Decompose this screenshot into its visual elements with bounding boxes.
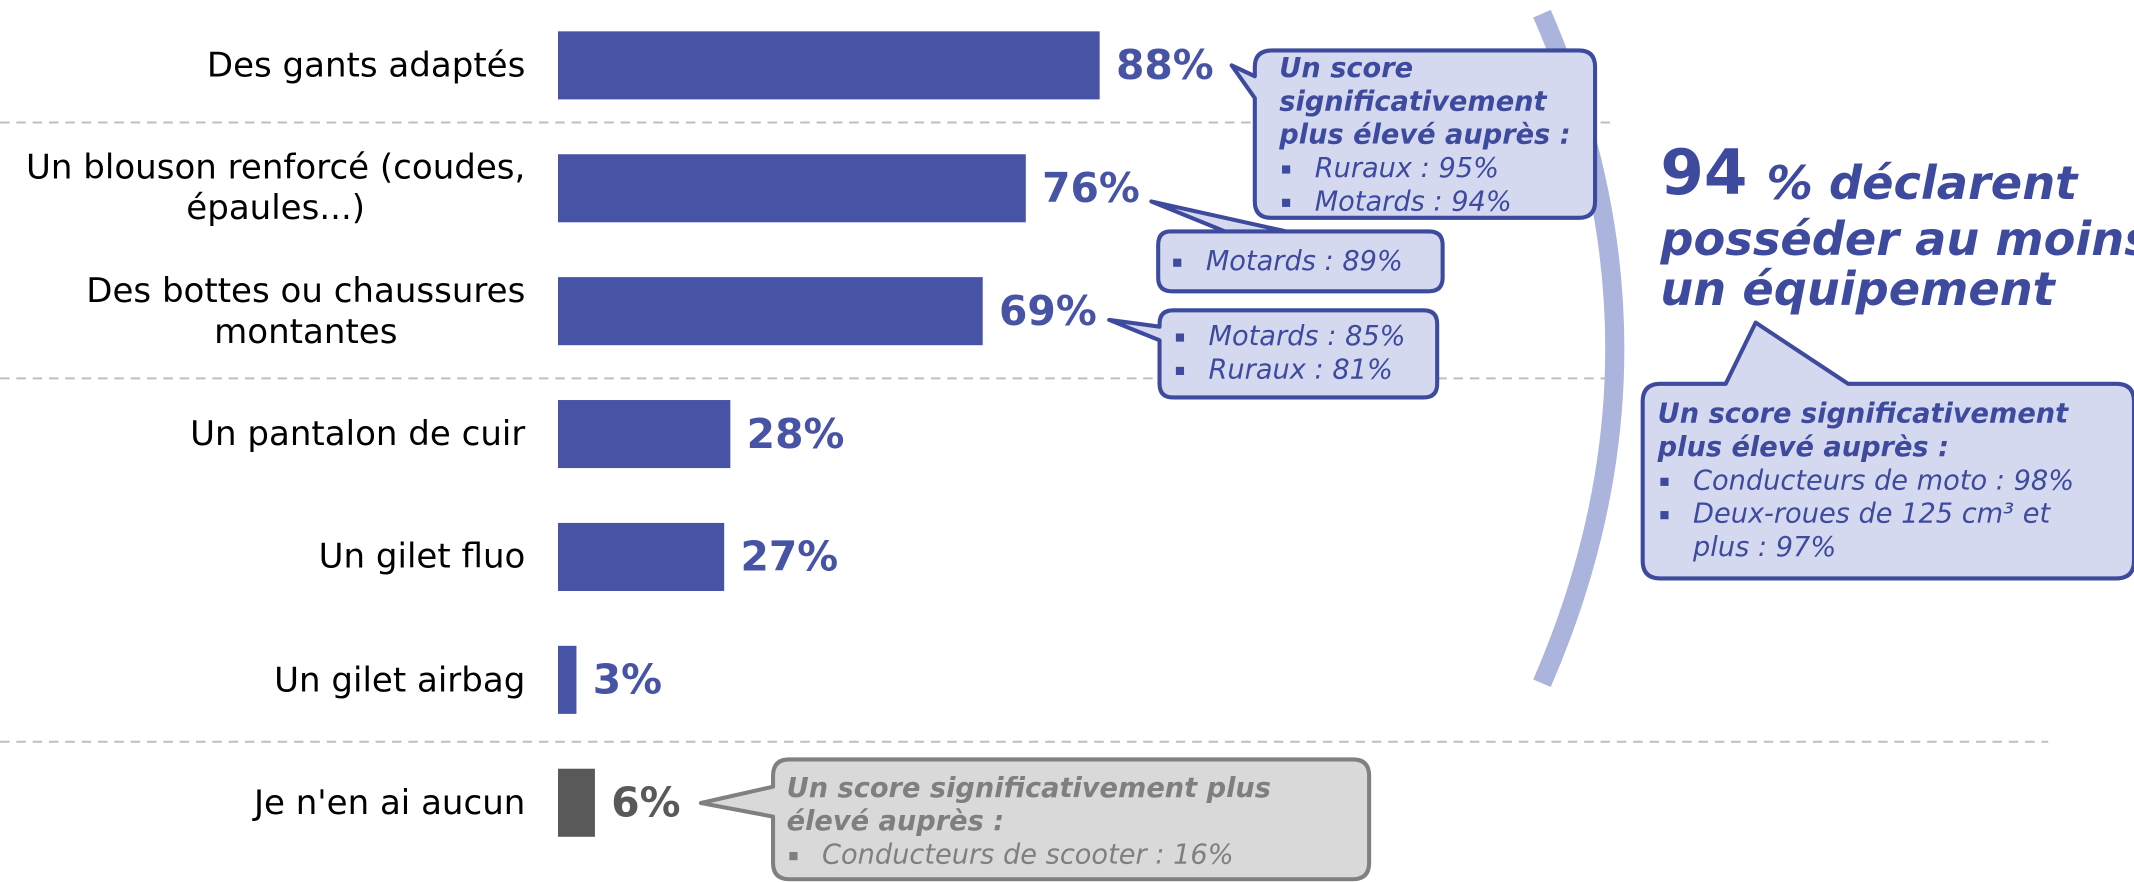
category-label-wrap: Je n'en ai aucun	[0, 748, 525, 857]
bullet	[1282, 165, 1291, 174]
category-label-wrap: Un gilet fluo	[0, 502, 526, 611]
callout-box	[1149, 199, 1445, 294]
bullet	[1175, 333, 1185, 342]
callout-box	[698, 757, 1372, 882]
value-label: 88%	[1116, 41, 1214, 89]
value-label: 6%	[611, 778, 680, 826]
bar	[557, 154, 1026, 223]
callout-item: Motards : 94%	[1315, 186, 1512, 217]
bullet	[1173, 258, 1182, 267]
value-label: 76%	[1042, 164, 1140, 212]
callout-item: plus : 97%	[1692, 532, 1836, 563]
callout-title: Un score significativement plus	[787, 773, 1271, 804]
category-label: Des bottes ou chaussures montantes	[86, 270, 526, 351]
category-label-box: Un pantalon de cuir	[0, 380, 525, 489]
callout-item: Deux-roues de 125 cm³ et	[1693, 499, 2051, 530]
bullet	[1282, 198, 1291, 207]
headline-text: % déclarent	[1767, 156, 2080, 210]
category-label-box: Des gants adaptés	[0, 11, 525, 120]
category-label: Un blouson renforcé (coudes, épaules...)	[26, 147, 526, 228]
headline-number: 94	[1660, 136, 1747, 209]
bar	[557, 31, 1100, 100]
callout-title: Un score	[1279, 53, 1413, 84]
value-label: 3%	[593, 656, 662, 704]
category-label-box: Un gilet fluo	[0, 502, 526, 611]
callout-box	[1107, 308, 1440, 400]
category-label-wrap: Des gants adaptés	[0, 11, 525, 120]
value-label: 28%	[747, 410, 845, 458]
category-label-wrap: Un pantalon de cuir	[0, 380, 525, 489]
callout-item: Conducteurs de moto : 98%	[1693, 465, 2074, 496]
callout-title: élevé auprès :	[787, 806, 1004, 837]
category-label: Un pantalon de cuir	[190, 413, 526, 454]
callout-title: plus élevé auprès :	[1278, 120, 1570, 151]
headline-text: posséder au moins	[1659, 212, 2134, 266]
callout-item: Ruraux : 81%	[1209, 354, 1393, 385]
category-label: Un gilet fluo	[318, 536, 526, 576]
value-label: 69%	[999, 287, 1097, 335]
category-label-box: Des bottes ou chaussures montantes	[0, 257, 525, 366]
bar	[557, 400, 731, 469]
category-label-box: Un blouson renforcé (coudes, épaules...)	[0, 134, 525, 243]
bullet	[1175, 366, 1185, 375]
bullet	[789, 852, 798, 861]
category-label-box: Un gilet airbag	[0, 625, 525, 734]
callout-item: Ruraux : 95%	[1315, 153, 1499, 184]
bar	[557, 277, 983, 346]
callout-item: Motards : 85%	[1209, 321, 1406, 352]
bar	[557, 522, 725, 591]
bullet	[1660, 477, 1669, 486]
callout-title: Un score significativement	[1658, 399, 2070, 430]
category-label-wrap: Des bottes ou chaussures montantes	[0, 257, 525, 366]
category-label: Des gants adaptés	[206, 44, 526, 85]
category-label-wrap: Un gilet airbag	[0, 625, 525, 734]
bar	[557, 645, 577, 714]
callout-title: plus élevé auprès :	[1657, 432, 1949, 463]
headline-text: un équipement	[1660, 262, 2056, 316]
callout-box	[1640, 320, 2134, 581]
category-label-box: Je n'en ai aucun	[0, 748, 525, 857]
category-label: Un gilet airbag	[274, 659, 526, 699]
bar	[557, 768, 595, 837]
value-label: 27%	[741, 533, 839, 581]
callout-shapes	[698, 48, 2134, 882]
bullet	[1660, 511, 1669, 520]
category-label: Je n'en ai aucun	[253, 782, 526, 822]
callout-box	[1229, 48, 1598, 220]
callout-title: significativement	[1279, 86, 1547, 117]
callout-item: Conducteurs de scooter : 16%	[822, 840, 1234, 871]
callout-item: Motards : 89%	[1206, 246, 1403, 277]
category-label-wrap: Un blouson renforcé (coudes, épaules...)	[0, 134, 525, 243]
